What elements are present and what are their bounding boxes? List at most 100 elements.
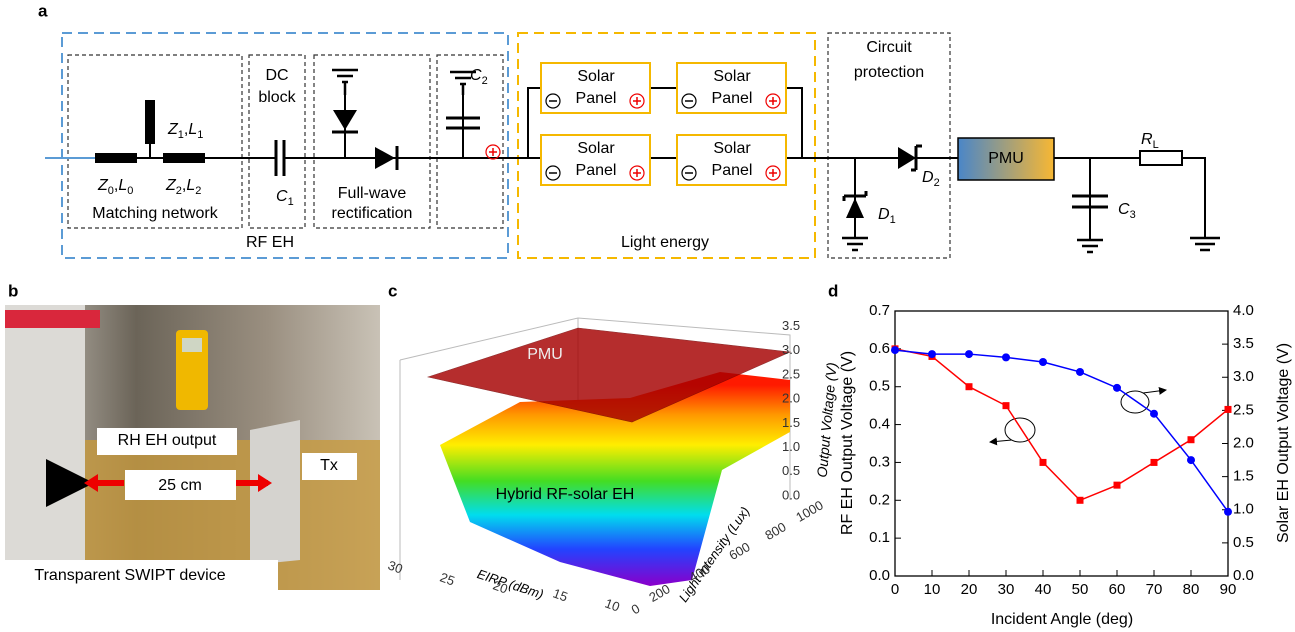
marker [1187, 456, 1195, 464]
x-tick-label: 70 [1146, 581, 1163, 598]
marker [965, 350, 973, 358]
matching-network-label: Matching network [92, 205, 218, 222]
annotation-arrow [990, 440, 1012, 442]
solar-label: Panel [712, 162, 753, 179]
subscript: 1 [288, 196, 294, 208]
marker [1003, 402, 1010, 409]
symbol: C [1118, 201, 1130, 218]
solar-label: Panel [712, 90, 753, 107]
component-label: C1 [276, 188, 294, 208]
y2-tick-label: 1.5 [1233, 468, 1254, 485]
symbol: R [1141, 131, 1153, 148]
y2-tick-label: 0.5 [1233, 534, 1254, 551]
marker [966, 383, 973, 390]
z-tick-label: 1.5 [782, 415, 800, 430]
y2-tick-label: 2.0 [1233, 434, 1254, 451]
y2-axis-title: Solar EH Output Voltage (V) [1275, 343, 1292, 543]
component-label: C3 [1118, 201, 1136, 221]
dc-label: DC [265, 67, 288, 84]
symbol: L [118, 177, 127, 194]
subscript: 2 [482, 75, 488, 87]
marker [1114, 482, 1121, 489]
y-tick-label: 0.3 [869, 453, 890, 470]
marker [1113, 384, 1121, 392]
marker [1076, 368, 1084, 376]
eirp-tick-label: 30 [386, 557, 405, 576]
eirp-tick-label: 15 [551, 585, 570, 604]
eirp-title: EIRP (dBm) [475, 566, 545, 602]
eirp-tick-label: 10 [603, 595, 622, 614]
series-line [895, 349, 1228, 500]
light-tick-label: 0 [629, 601, 643, 618]
photo: RH EH output 25 cm Tx Transparent SWIPT … [0, 305, 380, 590]
block-label: block [258, 89, 296, 106]
marker [1225, 406, 1232, 413]
photo-label: Transparent SWIPT device [34, 567, 225, 584]
series-line [895, 350, 1228, 512]
y-tick-label: 0.6 [869, 340, 890, 357]
marker [1188, 436, 1195, 443]
marker [1077, 497, 1084, 504]
z-tick-label: 0.0 [782, 487, 800, 502]
component-label: C2 [470, 67, 488, 87]
subscript: L [1153, 139, 1159, 151]
solar-label: Panel [576, 162, 617, 179]
protection-label: protection [854, 64, 924, 81]
pmu-label: PMU [988, 150, 1024, 167]
photo-label: Tx [320, 457, 338, 474]
z-tick-label: 0.5 [782, 463, 800, 478]
y2-tick-label: 4.0 [1233, 302, 1254, 319]
component-label: Z0,L0 [97, 177, 133, 197]
photo-label: 25 cm [158, 477, 202, 494]
subscript: 1 [890, 214, 896, 226]
component-label: Z1,L1 [167, 121, 203, 141]
panel-label: a [38, 1, 48, 20]
x-tick-label: 20 [961, 581, 978, 598]
z-tick-label: 1.0 [782, 439, 800, 454]
solar-label: Solar [713, 140, 751, 157]
y-axis-title: RF EH Output Voltage (V) [839, 351, 856, 535]
subscript: 3 [1130, 209, 1136, 221]
rf-eh-label: RF EH [246, 234, 294, 251]
x-tick-label: 50 [1072, 581, 1089, 598]
symbol: D [878, 206, 890, 223]
y-tick-label: 0.0 [869, 567, 890, 584]
z-tick-label: 3.5 [782, 318, 800, 333]
solar-label: Solar [577, 140, 615, 157]
solar-label: Panel [576, 90, 617, 107]
rect-label: Full-wave [338, 185, 407, 202]
marker [1039, 358, 1047, 366]
surface-label: Hybrid RF-solar EH [496, 486, 635, 503]
panel-label: c [388, 281, 397, 300]
subscript: 2 [934, 177, 940, 189]
y2-tick-label: 3.0 [1233, 368, 1254, 385]
protection-label: Circuit [866, 39, 912, 56]
surface-plot: PMU Hybrid RF-solar EH Output Voltage (V… [400, 318, 840, 605]
x-tick-label: 60 [1109, 581, 1126, 598]
y2-tick-label: 1.0 [1233, 501, 1254, 518]
y2-tick-label: 0.0 [1233, 567, 1254, 584]
symbol: L [186, 177, 195, 194]
annotation-arrow [1143, 390, 1166, 393]
figure: PMU Matching network DC block Full-wave … [0, 0, 1295, 632]
marker [1224, 508, 1232, 516]
component-label: D1 [878, 206, 896, 226]
marker [1002, 353, 1010, 361]
marker [891, 346, 899, 354]
surface-label: PMU [527, 346, 563, 363]
x-axis-title: Incident Angle (deg) [991, 611, 1133, 628]
x-tick-label: 0 [891, 581, 899, 598]
subscript: 0 [127, 185, 133, 197]
x-tick-label: 10 [924, 581, 941, 598]
x-tick-label: 40 [1035, 581, 1052, 598]
symbol: C [276, 188, 288, 205]
rect-label: rectification [332, 205, 413, 222]
photo-label: RH EH output [118, 432, 217, 449]
light-tick-label: 800 [762, 519, 788, 543]
z-axis-title: Output Voltage (V) [814, 362, 840, 478]
symbol: C [470, 67, 482, 84]
component-label: D2 [922, 169, 940, 189]
y2-tick-label: 3.5 [1233, 335, 1254, 352]
marker [928, 350, 936, 358]
z-tick-label: 3.0 [782, 342, 800, 357]
